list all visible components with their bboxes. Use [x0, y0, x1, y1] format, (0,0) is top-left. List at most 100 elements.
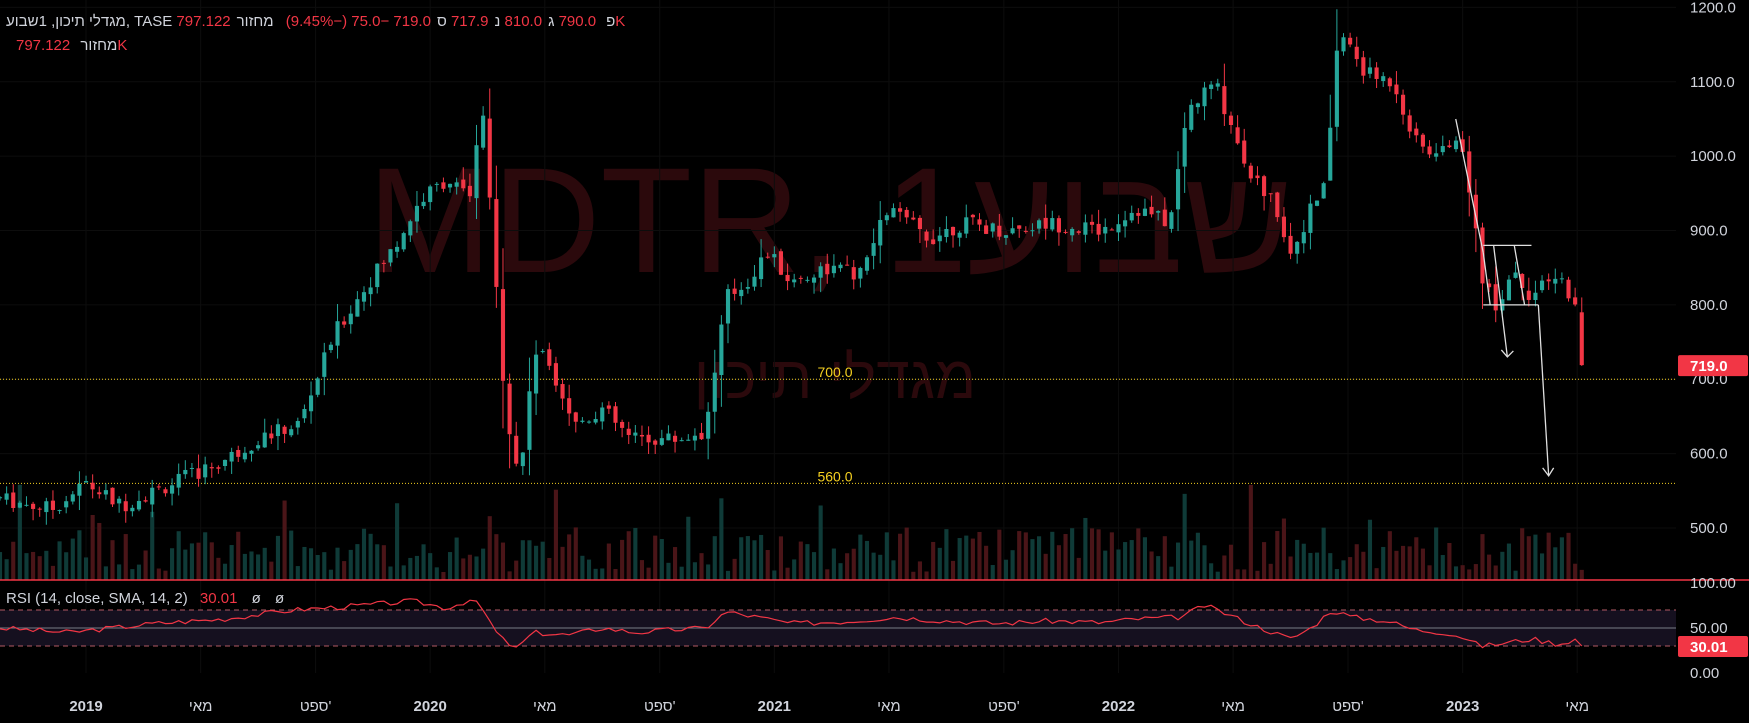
candle-body: [891, 208, 896, 218]
candle-body: [1308, 203, 1313, 233]
volume-bar: [474, 556, 479, 580]
volume-bar: [1116, 549, 1121, 580]
open-label: פ: [606, 13, 616, 30]
volume-bar: [1063, 534, 1068, 580]
candle-body: [256, 445, 261, 449]
volume-bar: [1447, 542, 1452, 580]
candle-body: [170, 485, 175, 494]
volume-bar: [1149, 551, 1154, 580]
volume-bar: [461, 558, 466, 580]
time-axis-label: מאי: [533, 698, 557, 715]
candle-body: [1295, 241, 1300, 254]
volume-bar: [1003, 559, 1009, 580]
volume-bar: [1129, 540, 1134, 580]
candle-body: [1222, 86, 1227, 115]
candle-body: [216, 467, 221, 469]
volume-bar: [706, 564, 711, 580]
volume-bar: [984, 545, 989, 580]
candle-body: [64, 501, 69, 508]
candle-body: [811, 277, 817, 283]
volume-bars: [0, 484, 1584, 580]
trend-line: [1537, 304, 1550, 476]
volume-bar: [434, 567, 439, 580]
candle-body: [44, 501, 49, 513]
candle-body: [1109, 229, 1114, 231]
candle-body: [467, 185, 472, 197]
time-axis-label: מאי: [1221, 698, 1245, 715]
volume-bar: [864, 540, 870, 580]
candle-body: [845, 264, 850, 266]
volume-bar: [765, 550, 770, 580]
volume-bar: [977, 531, 982, 580]
volume-row-value: 797.122K: [16, 37, 128, 54]
candle-body: [1228, 115, 1234, 126]
volume-bar: [825, 569, 830, 580]
volume-bar: [950, 560, 956, 580]
volume-bar: [156, 568, 161, 580]
candle-body: [196, 468, 201, 479]
candle-body: [269, 433, 274, 439]
volume-bar: [1136, 528, 1141, 580]
candle-body: [666, 433, 671, 441]
volume-bar: [1354, 544, 1359, 580]
candle-body: [547, 349, 552, 366]
volume-bar: [130, 569, 135, 580]
candle-body: [977, 219, 982, 225]
volume-bar: [1103, 550, 1108, 580]
volume-bar: [295, 566, 300, 580]
volume-bar: [83, 557, 89, 580]
user-drawings[interactable]: [1455, 118, 1555, 478]
candle-body: [1374, 67, 1379, 79]
candle-body: [1453, 140, 1459, 150]
candle-body: [361, 292, 367, 302]
candle-body: [1381, 76, 1386, 82]
volume-bar: [871, 552, 876, 580]
volume-bar: [931, 541, 936, 580]
volume-bar: [778, 536, 784, 580]
candle-body: [70, 494, 75, 502]
candle-body: [1447, 145, 1452, 148]
candle-body: [381, 262, 386, 264]
candle-body: [282, 426, 287, 434]
candle-body: [957, 232, 962, 238]
volume-bar: [1281, 518, 1286, 580]
candle-body: [944, 228, 949, 238]
volume-bar: [1321, 527, 1326, 580]
candle-body: [176, 473, 181, 488]
candle-body: [911, 217, 916, 220]
volume-bar: [1493, 565, 1498, 580]
volume-bar: [1209, 563, 1214, 580]
volume-bar: [606, 543, 611, 580]
volume-bar: [620, 539, 625, 580]
candle-body: [1070, 228, 1075, 236]
volume-bar: [1553, 547, 1558, 580]
volume-bar: [1162, 536, 1167, 580]
candle-body: [1573, 297, 1578, 305]
volume-bar: [659, 539, 664, 580]
volume-bar: [964, 535, 969, 580]
volume-bar: [1394, 550, 1399, 580]
horizontal-levels[interactable]: 700.0 560.0: [0, 364, 1676, 484]
candle-body: [315, 378, 320, 395]
candle-body: [103, 490, 108, 495]
candle-body: [1301, 232, 1306, 244]
price-axis-label: 800.0: [1690, 297, 1728, 314]
volume-bar: [1228, 544, 1234, 580]
volume-bar: [209, 542, 214, 580]
volume-bar: [361, 528, 367, 580]
candle-body: [785, 274, 790, 282]
candle-body: [1017, 225, 1022, 229]
volume-bar: [1202, 545, 1207, 580]
volume-bar: [600, 568, 605, 580]
rsi-title: RSI (14, close, SMA, 14, 2): [6, 590, 188, 607]
volume-row-label: מחזור: [80, 37, 118, 54]
candle-body: [335, 321, 340, 346]
candle-body: [136, 500, 142, 510]
candle-body: [1407, 115, 1412, 132]
candle-body: [1023, 230, 1028, 232]
price-axis-label: 600.0: [1690, 446, 1728, 463]
candle-body: [123, 501, 128, 512]
candle-body: [1506, 279, 1512, 301]
